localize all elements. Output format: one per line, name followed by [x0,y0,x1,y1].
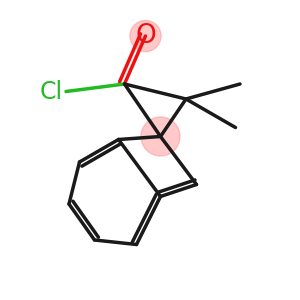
Circle shape [141,117,180,156]
Text: Cl: Cl [40,80,63,103]
Text: O: O [135,23,156,49]
Circle shape [130,20,161,52]
